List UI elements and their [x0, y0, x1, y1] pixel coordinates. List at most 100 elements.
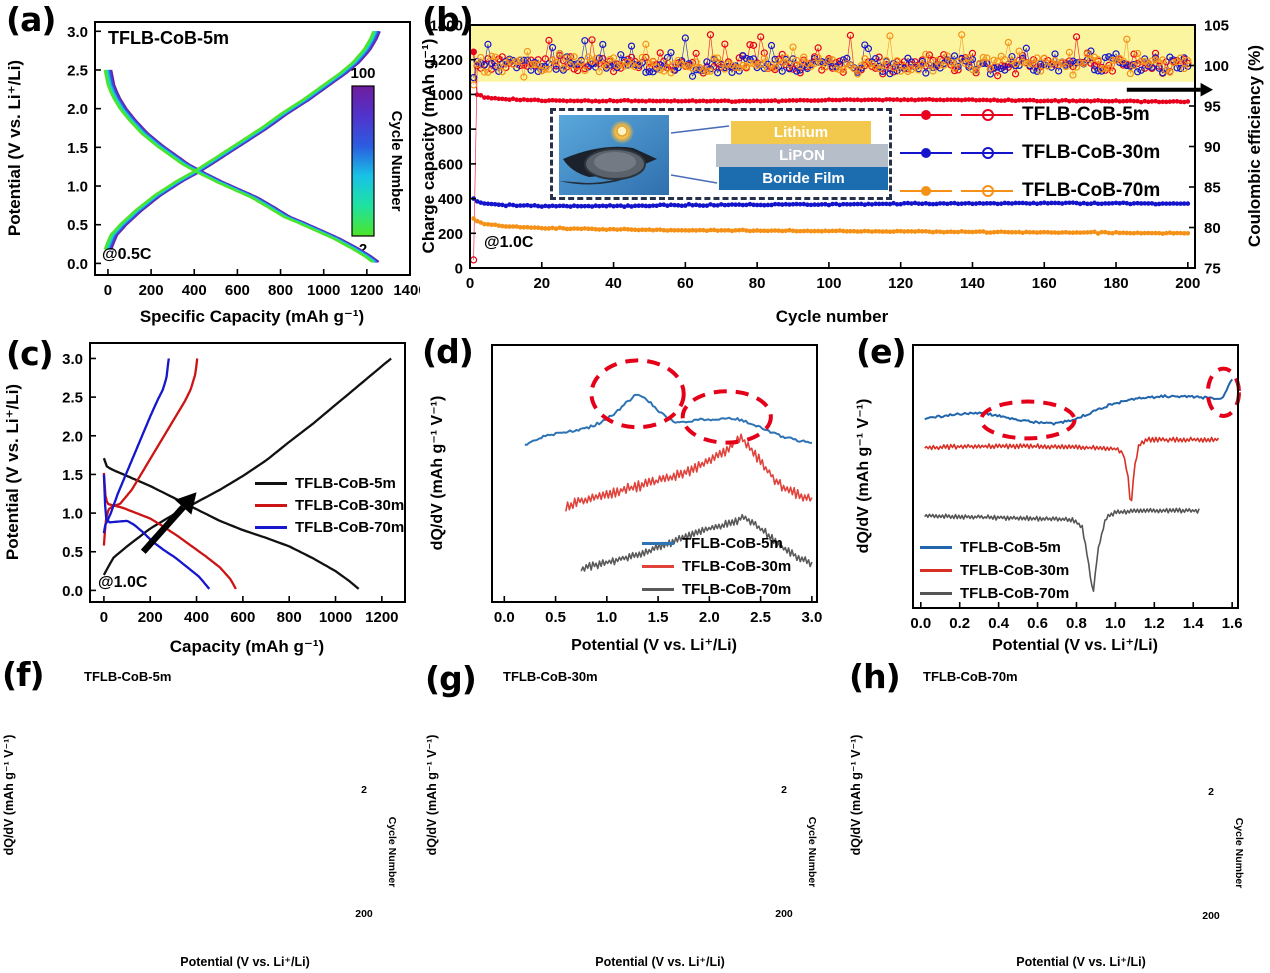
panel-c: Capacity (mAh g⁻¹) Potential (V vs. Li⁺/… [0, 330, 420, 660]
svg-text:0: 0 [466, 275, 474, 292]
svg-text:1.5: 1.5 [67, 140, 88, 157]
legend-swatch-open [961, 181, 1013, 201]
legend-item: TFLB-CoB-30m [900, 134, 1160, 172]
filled-dot-icon [921, 110, 931, 120]
svg-text:85: 85 [1204, 180, 1221, 197]
svg-text:400: 400 [182, 282, 207, 299]
panel-letter: (f) [2, 655, 45, 694]
svg-text:40: 40 [605, 275, 622, 292]
legend-item: TFLB-CoB-5m [920, 536, 1069, 559]
y-axis-label: Potential (V vs. Li⁺/Li) [5, 60, 24, 236]
svg-text:1200: 1200 [430, 52, 463, 69]
svg-text:1.5: 1.5 [62, 467, 83, 484]
svg-text:3.0: 3.0 [62, 351, 83, 368]
y-axis-label: dQ/dV (mAh g⁻¹ V⁻¹) [855, 399, 872, 554]
svg-text:200: 200 [1175, 275, 1200, 292]
svg-text:2.0: 2.0 [699, 609, 720, 626]
legend-line [642, 588, 674, 591]
svg-text:80: 80 [1204, 220, 1221, 237]
svg-text:1200: 1200 [350, 282, 383, 299]
x-axis-label: Potential (V vs. Li⁺/Li) [180, 955, 310, 969]
plot-a: Specific Capacity (mAh g⁻¹) Potential (V… [5, 21, 420, 326]
svg-text:400: 400 [184, 609, 209, 626]
cell-structure-inset: Lithium LiPON Boride Film [550, 108, 892, 200]
colorbar-title: Cycle Number [386, 817, 398, 888]
svg-text:0.0: 0.0 [62, 583, 83, 600]
svg-text:0.6: 0.6 [1027, 615, 1048, 632]
colorbar-top-label: 2 [781, 784, 787, 796]
svg-text:800: 800 [438, 122, 463, 139]
svg-text:20: 20 [533, 275, 550, 292]
colorbar-title: Cycle Number [806, 817, 818, 888]
svg-text:60: 60 [677, 275, 694, 292]
svg-text:2.5: 2.5 [750, 609, 771, 626]
svg-text:1.0: 1.0 [596, 609, 617, 626]
legend-line [920, 592, 952, 595]
svg-text:1.6: 1.6 [1222, 615, 1243, 632]
y-axis-label: dQ/dV (mAh g⁻¹ V⁻¹) [429, 396, 446, 551]
panel-letter: (d) [422, 332, 474, 371]
svg-text:3.0: 3.0 [801, 609, 822, 626]
legend-line [255, 525, 287, 529]
svg-text:0.0: 0.0 [67, 256, 88, 273]
legend-item: TFLB-CoB-70m [642, 578, 791, 601]
coin-cell-photo [559, 115, 669, 195]
svg-text:1400: 1400 [430, 18, 463, 35]
legend-line [642, 542, 674, 545]
x-axis-label: Potential (V vs. Li⁺/Li) [1016, 955, 1146, 969]
x-axis-label: Capacity (mAh g⁻¹) [170, 637, 324, 656]
svg-text:160: 160 [1032, 275, 1057, 292]
svg-text:100: 100 [816, 275, 841, 292]
panel-title: TFLB-CoB-5m [108, 28, 229, 48]
panel-letter: (g) [425, 659, 477, 698]
legend-swatch-filled [900, 105, 952, 125]
svg-text:1200: 1200 [365, 609, 398, 626]
y-axis-label: dQ/dV (mAh g⁻¹ V⁻¹) [2, 735, 16, 856]
legend-label: TFLB-CoB-70m [960, 585, 1070, 602]
svg-text:1.0: 1.0 [1105, 615, 1126, 632]
filled-dot-icon [921, 186, 931, 196]
colorbar-top-label: 2 [361, 784, 367, 796]
svg-text:800: 800 [268, 282, 293, 299]
svg-text:1.0: 1.0 [67, 179, 88, 196]
svg-text:2.5: 2.5 [67, 62, 88, 79]
colorbar-top-label: 100 [350, 65, 375, 82]
svg-text:100: 100 [1204, 58, 1229, 75]
legend-label: TFLB-CoB-5m [682, 535, 783, 552]
panel-a: Specific Capacity (mAh g⁻¹) Potential (V… [0, 0, 420, 330]
rate-annotation: @0.5C [102, 246, 152, 263]
panel-title: TFLB-CoB-5m [84, 669, 172, 684]
legend: TFLB-CoB-5m TFLB-CoB-30m TFLB-CoB-70m [255, 472, 404, 538]
legend-item: TFLB-CoB-30m [920, 559, 1069, 582]
panel-letter: (h) [849, 657, 901, 696]
svg-text:400: 400 [438, 191, 463, 208]
svg-text:0: 0 [455, 261, 463, 278]
colorbar-top-label: 2 [1208, 786, 1214, 798]
svg-text:600: 600 [438, 156, 463, 173]
plot-g: Potential (V vs. Li⁺/Li) dQ/dV (mAh g⁻¹ … [425, 735, 818, 969]
svg-text:80: 80 [749, 275, 766, 292]
legend-item: TFLB-CoB-5m [255, 472, 404, 494]
legend-item: TFLB-CoB-30m [642, 555, 791, 578]
legend-item: TFLB-CoB-70m [920, 582, 1069, 605]
svg-text:0.8: 0.8 [1066, 615, 1087, 632]
plot-c: Capacity (mAh g⁻¹) Potential (V vs. Li⁺/… [3, 342, 406, 656]
svg-text:1.5: 1.5 [648, 609, 669, 626]
legend-swatch-filled [900, 143, 952, 163]
svg-text:0.5: 0.5 [67, 217, 88, 234]
layer-lipon: LiPON [716, 144, 888, 167]
x-axis-label: Specific Capacity (mAh g⁻¹) [140, 307, 364, 326]
svg-text:0: 0 [104, 282, 112, 299]
legend-label: TFLB-CoB-30m [960, 562, 1070, 579]
svg-text:120: 120 [888, 275, 913, 292]
x-axis-label: Potential (V vs. Li⁺/Li) [571, 637, 737, 654]
colorbar-title: Cycle Number [388, 111, 405, 212]
legend-item: TFLB-CoB-30m [255, 494, 404, 516]
svg-text:600: 600 [225, 282, 250, 299]
plot-e: Potential (V vs. Li⁺/Li) dQ/dV (mAh g⁻¹ … [855, 344, 1243, 654]
svg-text:1.4: 1.4 [1183, 615, 1205, 632]
plot-f: Potential (V vs. Li⁺/Li) dQ/dV (mAh g⁻¹ … [2, 735, 398, 969]
legend-label: TFLB-CoB-5m [960, 539, 1061, 556]
open-dot-icon [982, 109, 994, 121]
